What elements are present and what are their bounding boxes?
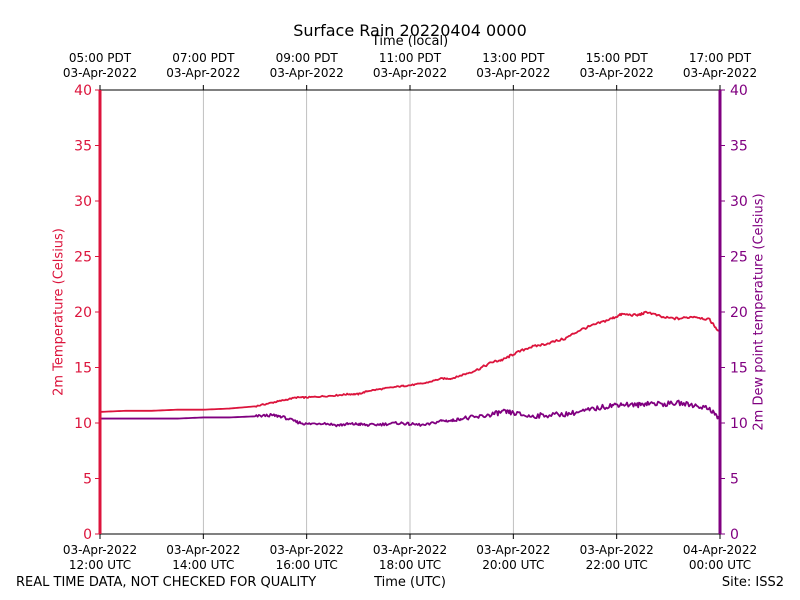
top-x-tick-time: 11:00 PDT	[379, 51, 442, 65]
temperature-series-line	[99, 310, 721, 413]
top-x-tick-time: 07:00 PDT	[172, 51, 235, 65]
left-y-tick-label: 20	[74, 305, 92, 321]
right-y-tick-label: 5	[730, 472, 739, 488]
tick-group: 0 0 5 5 10 10 15 15 20 20 25 25 30 30 35 35 40 40 03-Apr-2…	[63, 51, 757, 572]
top-x-tick-time: 13:00 PDT	[482, 51, 545, 65]
left-y-tick-label: 10	[74, 416, 92, 432]
left-y-tick-label: 5	[83, 472, 92, 488]
top-x-tick-time: 05:00 PDT	[69, 51, 132, 65]
left-y-tick-label: 35	[74, 139, 92, 155]
left-y-tick-label: 40	[74, 83, 92, 99]
right-y-tick-label: 25	[730, 250, 748, 266]
top-x-tick-time: 15:00 PDT	[586, 51, 649, 65]
top-x-tick-date: 03-Apr-2022	[373, 66, 447, 80]
bottom-x-tick-date: 03-Apr-2022	[270, 543, 344, 557]
left-y-axis-label: 2m Temperature (Celsius)	[51, 228, 67, 396]
left-y-tick-label: 0	[83, 527, 92, 543]
left-y-tick-label: 15	[74, 361, 92, 377]
top-x-tick-date: 03-Apr-2022	[63, 66, 137, 80]
bottom-x-tick-time: 00:00 UTC	[689, 558, 751, 572]
bottom-x-tick-date: 03-Apr-2022	[373, 543, 447, 557]
bottom-x-tick-date: 03-Apr-2022	[166, 543, 240, 557]
top-x-tick-date: 03-Apr-2022	[476, 66, 550, 80]
right-y-axis-label: 2m Dew point temperature (Celsius)	[751, 193, 767, 431]
left-y-tick-label: 30	[74, 194, 92, 210]
right-y-tick-label: 0	[730, 527, 739, 543]
right-y-tick-label: 40	[730, 83, 748, 99]
bottom-x-tick-time: 12:00 UTC	[69, 558, 131, 572]
quality-disclaimer: REAL TIME DATA, NOT CHECKED FOR QUALITY	[16, 575, 317, 590]
top-x-tick-date: 03-Apr-2022	[270, 66, 344, 80]
top-x-tick-time: 09:00 PDT	[276, 51, 339, 65]
bottom-x-tick-date: 03-Apr-2022	[580, 543, 654, 557]
top-x-tick-date: 03-Apr-2022	[166, 66, 240, 80]
top-x-tick-date: 03-Apr-2022	[580, 66, 654, 80]
left-y-tick-label: 25	[74, 250, 92, 266]
right-y-tick-label: 35	[730, 139, 748, 155]
bottom-x-tick-date: 04-Apr-2022	[683, 543, 757, 557]
bottom-x-tick-date: 03-Apr-2022	[476, 543, 550, 557]
bottom-x-tick-time: 16:00 UTC	[276, 558, 338, 572]
bottom-x-tick-time: 20:00 UTC	[482, 558, 544, 572]
right-y-tick-label: 20	[730, 305, 748, 321]
bottom-x-tick-time: 18:00 UTC	[379, 558, 441, 572]
bottom-x-tick-date: 03-Apr-2022	[63, 543, 137, 557]
site-label: Site: ISS2	[721, 575, 784, 590]
right-y-tick-label: 10	[730, 416, 748, 432]
series-group	[99, 310, 721, 428]
bottom-x-tick-time: 14:00 UTC	[172, 558, 234, 572]
right-y-tick-label: 30	[730, 194, 748, 210]
top-x-tick-time: 17:00 PDT	[689, 51, 752, 65]
chart-title: Surface Rain 20220404 0000	[293, 21, 527, 40]
dewpoint-series-line	[100, 399, 721, 428]
top-x-tick-date: 03-Apr-2022	[683, 66, 757, 80]
top-axis-title: Time (local)	[371, 34, 449, 49]
x-axis-label: Time (UTC)	[374, 575, 446, 590]
grid-lines	[202, 90, 618, 534]
right-y-tick-label: 15	[730, 361, 748, 377]
bottom-x-tick-time: 22:00 UTC	[586, 558, 648, 572]
